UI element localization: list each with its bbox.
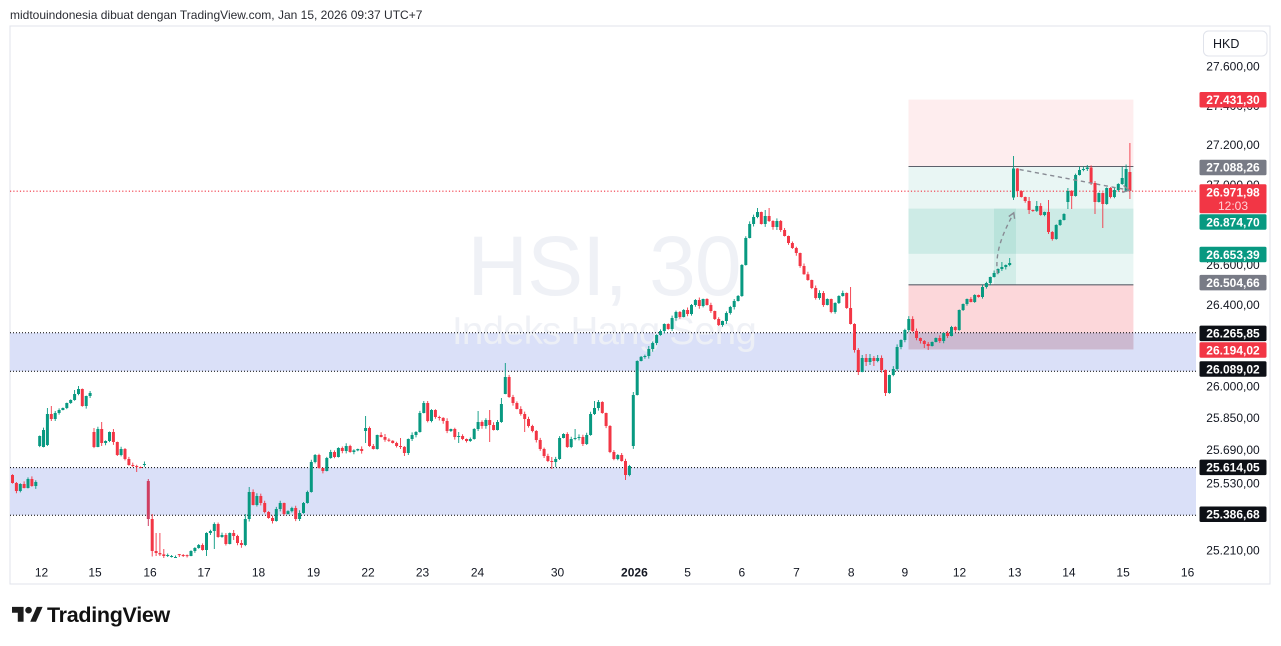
svg-text:22: 22: [361, 566, 375, 580]
svg-text:26.874,70: 26.874,70: [1206, 215, 1260, 229]
svg-text:15: 15: [1116, 566, 1130, 580]
svg-text:Indeks Hang Seng: Indeks Hang Seng: [452, 310, 756, 353]
svg-text:25.614,05: 25.614,05: [1206, 461, 1260, 475]
svg-text:HKD: HKD: [1213, 37, 1239, 51]
svg-text:23: 23: [416, 566, 430, 580]
svg-text:19: 19: [307, 566, 321, 580]
svg-text:8: 8: [848, 566, 855, 580]
svg-text:25.386,68: 25.386,68: [1206, 508, 1260, 522]
svg-text:26.653,39: 26.653,39: [1206, 248, 1260, 262]
svg-text:12: 12: [35, 566, 49, 580]
svg-text:16: 16: [143, 566, 157, 580]
svg-text:7: 7: [793, 566, 800, 580]
svg-text:15: 15: [88, 566, 102, 580]
svg-text:26.089,02: 26.089,02: [1206, 362, 1260, 376]
svg-text:27.431,30: 27.431,30: [1206, 93, 1260, 107]
svg-text:27.088,26: 27.088,26: [1206, 161, 1260, 175]
svg-text:24: 24: [471, 566, 485, 580]
svg-text:26.194,02: 26.194,02: [1206, 343, 1260, 357]
svg-text:25.530,00: 25.530,00: [1206, 476, 1260, 490]
svg-text:26.504,66: 26.504,66: [1206, 276, 1260, 290]
svg-text:5: 5: [684, 566, 691, 580]
svg-text:12:03: 12:03: [1218, 199, 1248, 213]
svg-text:12: 12: [953, 566, 967, 580]
svg-text:18: 18: [252, 566, 266, 580]
svg-text:17: 17: [197, 566, 211, 580]
svg-text:26.971,98: 26.971,98: [1206, 185, 1260, 199]
svg-text:27.600,00: 27.600,00: [1206, 60, 1260, 74]
svg-text:16: 16: [1181, 566, 1195, 580]
svg-text:30: 30: [551, 566, 565, 580]
svg-text:2026: 2026: [621, 566, 648, 580]
svg-text:13: 13: [1008, 566, 1022, 580]
svg-text:26.265,85: 26.265,85: [1206, 327, 1260, 341]
svg-text:26.400,00: 26.400,00: [1206, 298, 1260, 312]
svg-text:midtouindonesia dibuat dengan: midtouindonesia dibuat dengan TradingVie…: [10, 8, 423, 22]
svg-text:TradingView: TradingView: [47, 603, 171, 627]
svg-text:HSI, 30: HSI, 30: [467, 219, 740, 313]
svg-text:6: 6: [738, 566, 745, 580]
svg-text:25.690,00: 25.690,00: [1206, 443, 1260, 457]
svg-text:9: 9: [902, 566, 909, 580]
svg-text:27.200,00: 27.200,00: [1206, 138, 1260, 152]
svg-text:14: 14: [1062, 566, 1076, 580]
svg-text:25.850,00: 25.850,00: [1206, 411, 1260, 425]
svg-text:26.000,00: 26.000,00: [1206, 379, 1260, 393]
svg-text:25.210,00: 25.210,00: [1206, 544, 1260, 558]
